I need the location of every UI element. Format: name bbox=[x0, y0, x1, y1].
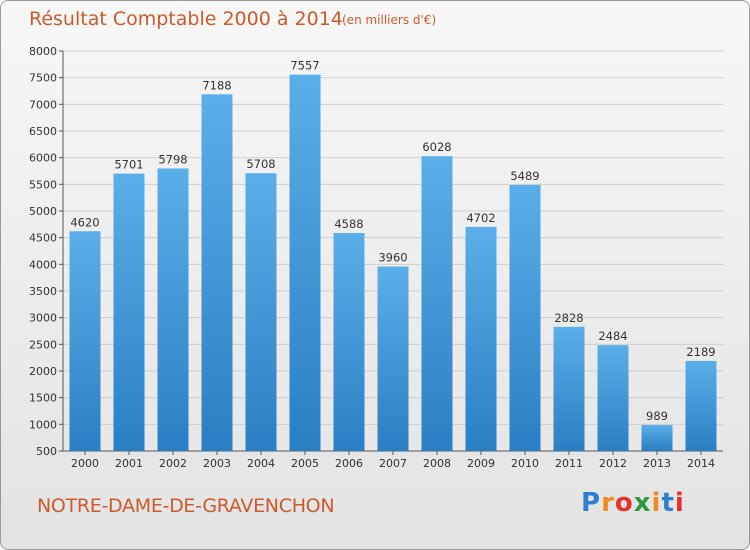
y-tick-label: 7000 bbox=[29, 98, 57, 111]
y-tick-label: 3000 bbox=[29, 312, 57, 325]
bar bbox=[509, 184, 541, 452]
y-tick-label: 7500 bbox=[29, 72, 57, 85]
y-tick-label: 2500 bbox=[29, 338, 57, 351]
y-tick-label: 4000 bbox=[29, 258, 57, 271]
logo-letter: P bbox=[581, 488, 602, 518]
x-tick-label: 2008 bbox=[423, 457, 451, 470]
bar-value-label: 7188 bbox=[202, 78, 231, 92]
commune-name: NOTRE-DAME-DE-GRAVENCHON bbox=[37, 495, 335, 517]
x-tick-label: 2011 bbox=[555, 457, 583, 470]
bar bbox=[333, 232, 365, 451]
logo-letter: t bbox=[661, 488, 675, 518]
chart-subtitle: (en milliers d'€) bbox=[342, 13, 437, 27]
bar-value-label: 6028 bbox=[422, 140, 451, 154]
bar bbox=[113, 173, 145, 451]
x-tick-label: 2001 bbox=[115, 457, 143, 470]
bar bbox=[201, 94, 233, 451]
bar bbox=[597, 345, 629, 451]
y-tick-label: 4500 bbox=[29, 232, 57, 245]
bar-value-label: 5798 bbox=[158, 152, 187, 166]
logo-letter: i bbox=[651, 488, 662, 518]
bar bbox=[157, 168, 189, 451]
bar-value-label: 2189 bbox=[686, 345, 715, 359]
bar bbox=[421, 156, 453, 451]
y-tick-label: 1000 bbox=[29, 418, 57, 431]
y-tick-label: 8000 bbox=[29, 45, 57, 58]
y-tick-label: 5500 bbox=[29, 178, 57, 191]
chart-title: Résultat Comptable 2000 à 2014 bbox=[29, 8, 343, 30]
x-tick-label: 2009 bbox=[467, 457, 495, 470]
bar-value-label: 5701 bbox=[114, 158, 143, 172]
x-tick-label: 2002 bbox=[159, 457, 187, 470]
bar bbox=[69, 231, 101, 451]
y-tick-label: 1500 bbox=[29, 392, 57, 405]
bar-value-label: 4588 bbox=[334, 217, 363, 231]
bar bbox=[245, 173, 277, 452]
logo-letter: x bbox=[633, 488, 652, 518]
bar-value-label: 2484 bbox=[598, 329, 627, 343]
x-tick-label: 2004 bbox=[247, 457, 275, 470]
y-tick-label: 2000 bbox=[29, 365, 57, 378]
x-tick-label: 2007 bbox=[379, 457, 407, 470]
bar-value-label: 4620 bbox=[70, 215, 99, 229]
bar-value-label: 5489 bbox=[510, 169, 539, 183]
logo-letter: i bbox=[674, 488, 685, 518]
bar bbox=[553, 326, 585, 451]
y-tick-label: 5000 bbox=[29, 205, 57, 218]
x-tick-label: 2003 bbox=[203, 457, 231, 470]
y-tick-label: 6500 bbox=[29, 125, 57, 138]
x-tick-label: 2006 bbox=[335, 457, 363, 470]
bar bbox=[685, 360, 717, 451]
bar-value-label: 989 bbox=[646, 409, 668, 423]
y-tick-label: 6000 bbox=[29, 152, 57, 165]
bar bbox=[377, 266, 409, 451]
x-tick-label: 2014 bbox=[687, 457, 715, 470]
bar-value-label: 5708 bbox=[246, 157, 275, 171]
bar bbox=[465, 226, 497, 451]
bar-value-label: 4702 bbox=[466, 211, 495, 225]
bar bbox=[641, 424, 673, 451]
logo-letter: r bbox=[601, 488, 615, 518]
bar-value-label: 2828 bbox=[554, 311, 583, 325]
proxiti-logo: Proxiti bbox=[581, 488, 685, 518]
y-tick-label: 500 bbox=[36, 445, 57, 458]
bar-value-label: 3960 bbox=[378, 250, 407, 264]
x-tick-label: 2005 bbox=[291, 457, 319, 470]
x-tick-label: 2013 bbox=[643, 457, 671, 470]
x-tick-label: 2012 bbox=[599, 457, 627, 470]
logo-letter: o bbox=[614, 488, 634, 518]
y-tick-label: 3500 bbox=[29, 285, 57, 298]
x-tick-label: 2010 bbox=[511, 457, 539, 470]
bar-value-label: 7557 bbox=[290, 59, 319, 73]
x-tick-label: 2000 bbox=[71, 457, 99, 470]
bar bbox=[289, 74, 321, 452]
